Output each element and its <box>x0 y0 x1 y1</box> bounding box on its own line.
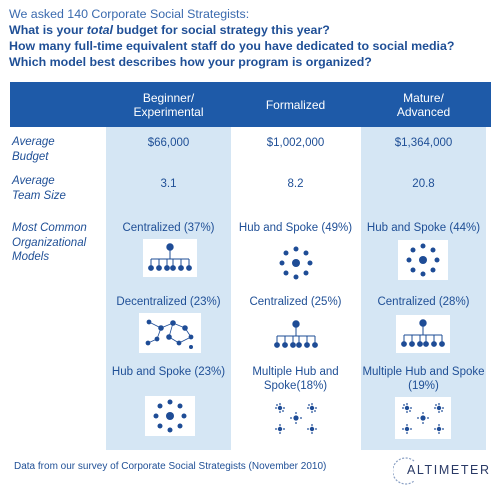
question-budget: What is your total budget for social str… <box>9 22 497 38</box>
model-formalized-1-label: Hub and Spoke (49%) <box>238 222 353 234</box>
centralized-icon <box>143 239 197 277</box>
column-header-beginner-line1: Beginner/ <box>142 90 195 105</box>
intro-lead: We asked 140 Corporate Social Strategist… <box>9 7 250 21</box>
footer-source-note: Data from our survey of Corporate Social… <box>14 461 327 472</box>
budget-mature: $1,364,000 <box>394 137 453 149</box>
row-label-models-line1: Most Common <box>12 222 87 234</box>
column-header-mature: Mature/Advanced <box>361 82 486 127</box>
column-shade-mature <box>361 127 486 450</box>
altimeter-logo-ring-icon <box>393 457 415 485</box>
model-formalized-3-line2: Spoke(18%) <box>263 380 328 392</box>
hub-and-spoke-icon <box>398 240 448 280</box>
model-formalized-2-label: Centralized (25%) <box>249 296 342 308</box>
decentralized-icon <box>139 313 201 353</box>
question-budget-post: budget for social strategy this year? <box>112 23 330 37</box>
column-header-beginner: Beginner/Experimental <box>106 82 231 127</box>
row-label-budget-line1: Average <box>12 136 55 148</box>
model-beginner-2-label: Decentralized (23%) <box>116 296 221 308</box>
team-size-mature: 20.8 <box>412 178 435 190</box>
column-header-formalized: Formalized <box>233 82 358 127</box>
model-formalized-3-label: Multiple Hub and Spoke(18%) <box>233 365 358 393</box>
row-label-budget-line2: Budget <box>12 150 49 163</box>
multiple-hub-and-spoke-icon <box>268 397 324 439</box>
model-mature-2-label: Centralized (28%) <box>377 296 470 308</box>
model-mature-3-line2: (19%) <box>408 380 439 392</box>
column-header-formalized-line1: Formalized <box>265 97 326 112</box>
question-model: Which model best describes how your prog… <box>9 55 372 69</box>
altimeter-logo: ALTIMETER <box>393 456 493 486</box>
team-size-formalized: 8.2 <box>287 178 304 190</box>
budget-beginner: $66,000 <box>147 137 190 149</box>
question-budget-emphasis: total <box>86 23 113 37</box>
hub-and-spoke-icon <box>271 241 321 285</box>
altimeter-logo-text: ALTIMETER <box>407 463 491 477</box>
model-mature-1-label: Hub and Spoke (44%) <box>366 222 481 234</box>
row-label-budget: Average Budget <box>12 135 55 164</box>
model-formalized-3-line1: Multiple Hub and <box>252 366 339 378</box>
row-label-models-line3: Models <box>12 251 50 263</box>
centralized-icon <box>269 316 323 354</box>
column-header-mature-line2: Advanced <box>396 104 451 119</box>
row-label-team-line1: Average <box>12 175 55 187</box>
centralized-icon <box>396 315 450 353</box>
model-mature-3-label: Multiple Hub and Spoke (19%) <box>361 365 486 393</box>
question-staff: How many full-time equivalent staff do y… <box>9 39 455 53</box>
intro: We asked 140 Corporate Social Strategist… <box>9 6 497 70</box>
column-header-beginner-line2: Experimental <box>133 104 204 119</box>
column-header-mature-line1: Mature/ <box>403 90 444 105</box>
model-mature-3-line1: Multiple Hub and Spoke <box>362 366 485 378</box>
row-label-models-line2: Organizational <box>12 236 87 249</box>
question-budget-pre: What is your <box>9 23 87 37</box>
budget-formalized: $1,002,000 <box>266 137 325 149</box>
hub-and-spoke-icon <box>145 396 195 436</box>
row-label-team-line2: Team Size <box>12 189 66 202</box>
row-label-models: Most Common Organizational Models <box>12 221 87 265</box>
team-size-beginner: 3.1 <box>160 178 177 190</box>
model-beginner-3-label: Hub and Spoke (23%) <box>111 366 226 378</box>
table-header-bar <box>10 82 491 127</box>
multiple-hub-and-spoke-icon <box>395 397 451 439</box>
model-beginner-1-label: Centralized (37%) <box>122 222 215 234</box>
row-label-team-size: Average Team Size <box>12 174 66 203</box>
